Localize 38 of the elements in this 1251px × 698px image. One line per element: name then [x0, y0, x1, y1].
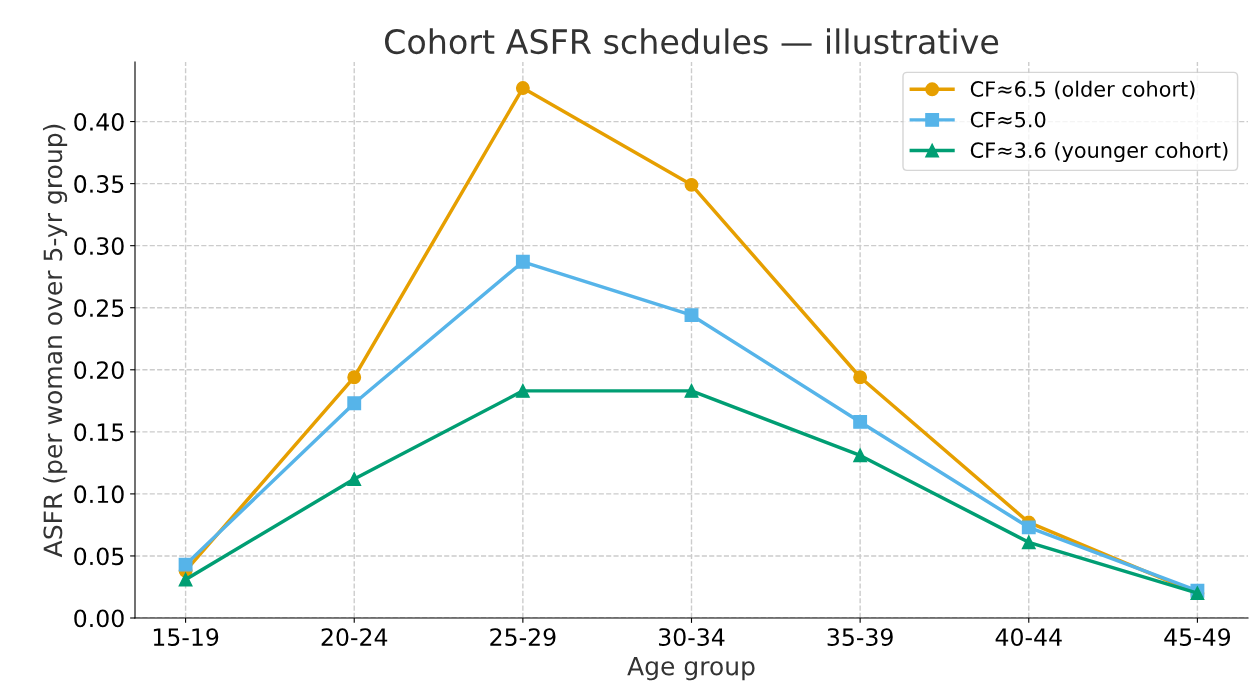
y-tick-label: 0.10: [74, 485, 124, 504]
y-tick-label: 0.35: [74, 175, 124, 193]
y-tick-label: 0.25: [74, 299, 124, 318]
y-axis-title: ASFR (per woman over 5-yr group): [42, 124, 68, 558]
x-tick-label: 35-39: [827, 628, 893, 646]
point: [853, 370, 868, 385]
point: [178, 557, 193, 572]
legend-label: CF≈5.0: [970, 111, 1046, 128]
x-tick-label: 45-49: [1164, 628, 1231, 646]
chart-title: Cohort ASFR schedules — illustrative: [384, 28, 999, 55]
y-tick-label: 0.30: [74, 237, 124, 255]
x-tick-label: 25-29: [490, 628, 556, 646]
point: [515, 383, 530, 398]
y-tick-label: 0.00: [74, 609, 124, 628]
y-tick-label: 0.05: [74, 547, 124, 566]
point: [684, 177, 699, 192]
point: [347, 370, 362, 385]
point: [347, 472, 362, 486]
legend-label: CF≈3.6 (younger cohort): [970, 141, 1228, 163]
point: [853, 448, 868, 463]
x-axis-title: Age group: [627, 656, 755, 681]
y-tick-label: 0.40: [74, 113, 124, 131]
point: [515, 81, 530, 96]
x-tick-label: 30-34: [659, 628, 725, 646]
y-tick-label: 0.15: [74, 423, 124, 442]
point: [178, 572, 193, 587]
point: [347, 396, 362, 411]
legend-label: CF≈6.5 (older cohort): [970, 80, 1195, 100]
point: [684, 383, 699, 398]
point: [1021, 535, 1036, 550]
point: [515, 254, 530, 269]
point: [853, 414, 868, 429]
y-tick-label: 0.20: [74, 361, 124, 380]
x-tick-label: 40-44: [995, 628, 1062, 646]
point: [1021, 520, 1036, 535]
x-tick-label: 15-19: [153, 628, 219, 646]
x-tick-label: 20-24: [321, 628, 388, 646]
point: [684, 308, 699, 323]
